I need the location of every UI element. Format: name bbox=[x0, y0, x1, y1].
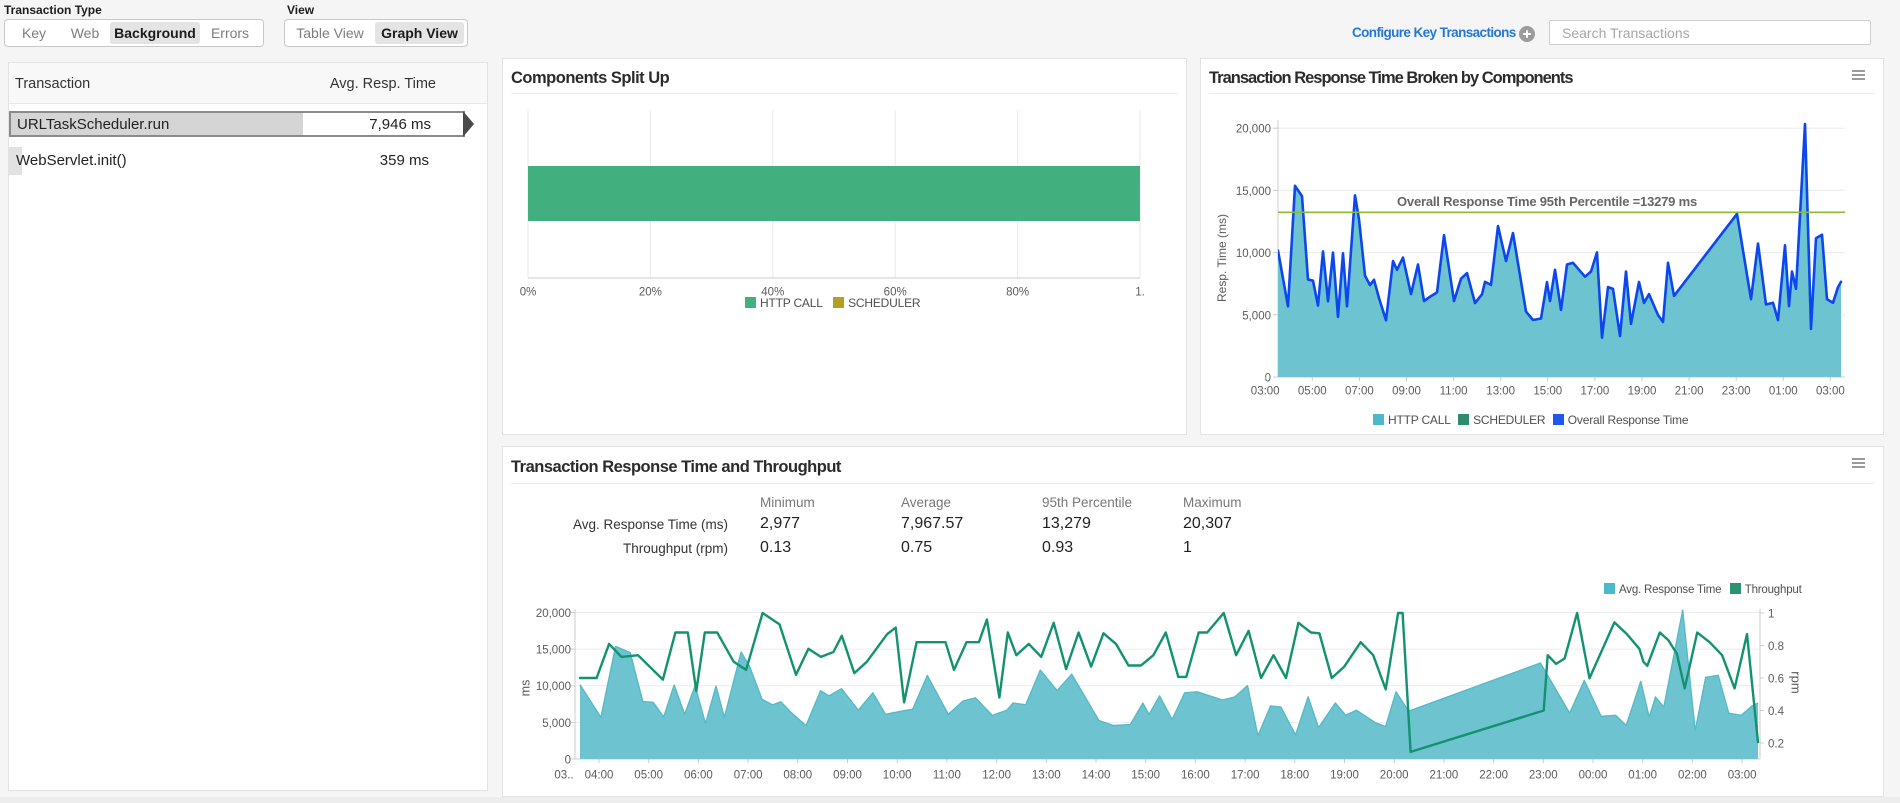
svg-text:13:00: 13:00 bbox=[1032, 770, 1061, 782]
svg-text:01:00: 01:00 bbox=[1769, 386, 1798, 398]
svg-text:22:00: 22:00 bbox=[1479, 770, 1508, 782]
svg-text:0%: 0% bbox=[520, 287, 537, 299]
svg-text:10,000: 10,000 bbox=[1236, 248, 1271, 260]
svg-text:05:00: 05:00 bbox=[1298, 386, 1327, 398]
svg-text:0.8: 0.8 bbox=[1768, 641, 1784, 653]
svg-text:09:00: 09:00 bbox=[833, 770, 862, 782]
svg-text:15,000: 15,000 bbox=[1236, 186, 1271, 198]
svg-text:20,000: 20,000 bbox=[1236, 124, 1271, 136]
svg-text:11:00: 11:00 bbox=[1440, 386, 1468, 398]
svg-text:60%: 60% bbox=[884, 287, 907, 299]
svg-text:15:00: 15:00 bbox=[1131, 770, 1160, 782]
svg-text:1: 1 bbox=[1768, 609, 1774, 621]
svg-text:12:00: 12:00 bbox=[982, 770, 1011, 782]
svg-text:20:00: 20:00 bbox=[1380, 770, 1409, 782]
svg-text:00:00: 00:00 bbox=[1579, 770, 1608, 782]
svg-text:07:00: 07:00 bbox=[1345, 386, 1374, 398]
svg-text:14:00: 14:00 bbox=[1082, 770, 1111, 782]
svg-text:Overall Response Time 95th Per: Overall Response Time 95th Percentile =1… bbox=[1397, 194, 1697, 209]
svg-text:04:00: 04:00 bbox=[585, 770, 614, 782]
svg-text:02:00: 02:00 bbox=[1678, 770, 1707, 782]
svg-text:03..: 03.. bbox=[554, 770, 573, 782]
svg-text:11:00: 11:00 bbox=[933, 770, 961, 782]
svg-text:08:00: 08:00 bbox=[783, 770, 812, 782]
svg-text:5,000: 5,000 bbox=[542, 718, 571, 730]
svg-text:5,000: 5,000 bbox=[1242, 310, 1271, 322]
svg-text:18:00: 18:00 bbox=[1280, 770, 1309, 782]
svg-text:0: 0 bbox=[1265, 373, 1271, 385]
svg-text:40%: 40% bbox=[761, 287, 784, 299]
svg-text:0.2: 0.2 bbox=[1768, 739, 1784, 751]
svg-text:10:00: 10:00 bbox=[883, 770, 912, 782]
svg-text:03:00: 03:00 bbox=[1728, 770, 1757, 782]
svg-text:16:00: 16:00 bbox=[1181, 770, 1210, 782]
svg-text:19:00: 19:00 bbox=[1330, 770, 1359, 782]
svg-text:23:00: 23:00 bbox=[1722, 386, 1751, 398]
svg-text:0: 0 bbox=[565, 755, 571, 767]
svg-text:80%: 80% bbox=[1006, 287, 1029, 299]
svg-text:05:00: 05:00 bbox=[634, 770, 663, 782]
svg-text:01:00: 01:00 bbox=[1628, 770, 1657, 782]
svg-text:21:00: 21:00 bbox=[1430, 770, 1459, 782]
svg-text:20%: 20% bbox=[639, 287, 662, 299]
svg-text:23:00: 23:00 bbox=[1529, 770, 1558, 782]
svg-text:03:00: 03:00 bbox=[1816, 386, 1845, 398]
svg-text:03:00: 03:00 bbox=[1251, 386, 1280, 398]
svg-text:06:00: 06:00 bbox=[684, 770, 713, 782]
svg-text:13:00: 13:00 bbox=[1486, 386, 1515, 398]
svg-text:09:00: 09:00 bbox=[1392, 386, 1421, 398]
svg-text:1.: 1. bbox=[1135, 287, 1145, 299]
svg-text:17:00: 17:00 bbox=[1231, 770, 1260, 782]
svg-text:0.6: 0.6 bbox=[1768, 674, 1784, 686]
svg-text:17:00: 17:00 bbox=[1581, 386, 1610, 398]
svg-text:0.4: 0.4 bbox=[1768, 706, 1785, 718]
svg-text:10,000: 10,000 bbox=[536, 681, 571, 693]
svg-text:07:00: 07:00 bbox=[734, 770, 763, 782]
svg-text:15,000: 15,000 bbox=[536, 645, 571, 657]
svg-text:15:00: 15:00 bbox=[1533, 386, 1562, 398]
svg-text:21:00: 21:00 bbox=[1675, 386, 1704, 398]
svg-text:19:00: 19:00 bbox=[1628, 386, 1657, 398]
svg-text:20,000: 20,000 bbox=[536, 608, 571, 620]
